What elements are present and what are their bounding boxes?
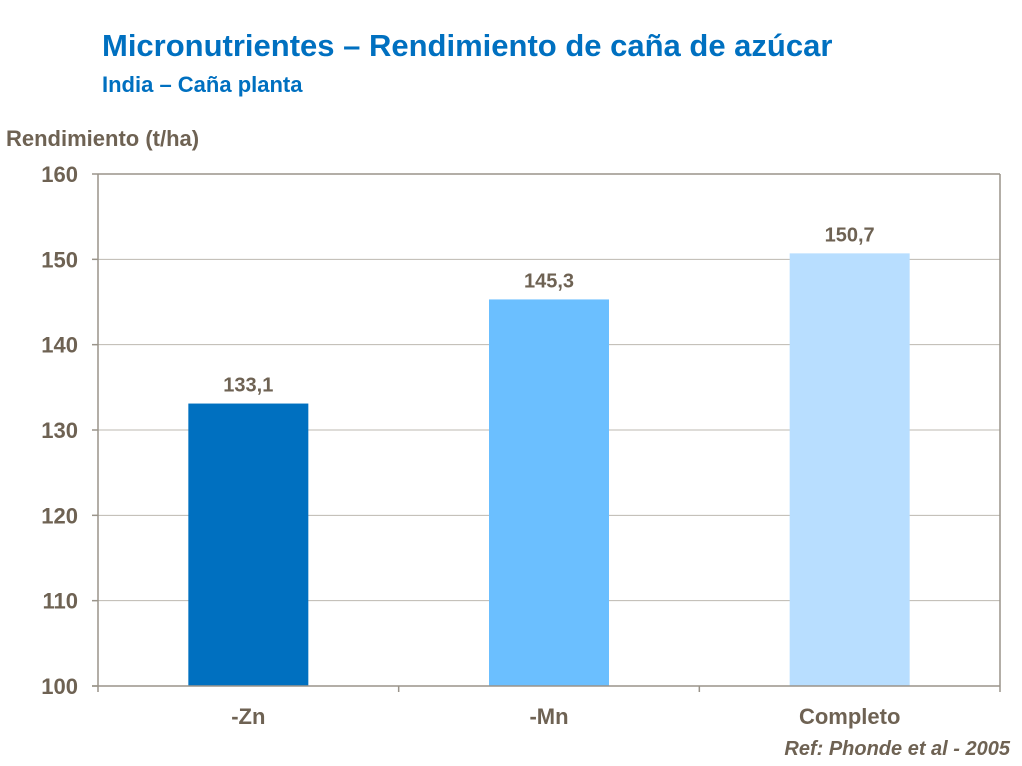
reference-note: Ref: Phonde et al - 2005 [784,738,1010,760]
x-tick-label: Completo [799,704,900,729]
y-tick-label: 110 [43,589,79,614]
x-tick-label: -Zn [231,704,265,729]
data-label: 150,7 [825,224,875,246]
chart-title: Micronutrientes – Rendimiento de caña de… [102,28,833,63]
y-tick-label: 160 [41,162,78,187]
y-tick-label: 130 [41,418,78,443]
bar [188,403,309,686]
y-tick-label: 150 [41,247,78,272]
y-tick-label: 100 [41,674,78,699]
x-tick-label: -Mn [529,704,568,729]
chart-subtitle: India – Caña planta [102,72,303,97]
bar [789,253,910,687]
data-label: 145,3 [524,270,574,292]
y-tick-label: 120 [41,503,78,528]
data-label: 133,1 [223,375,273,397]
y-axis-label: Rendimiento (t/ha) [6,126,200,151]
y-tick-label: 140 [41,333,78,358]
bar [489,299,609,686]
